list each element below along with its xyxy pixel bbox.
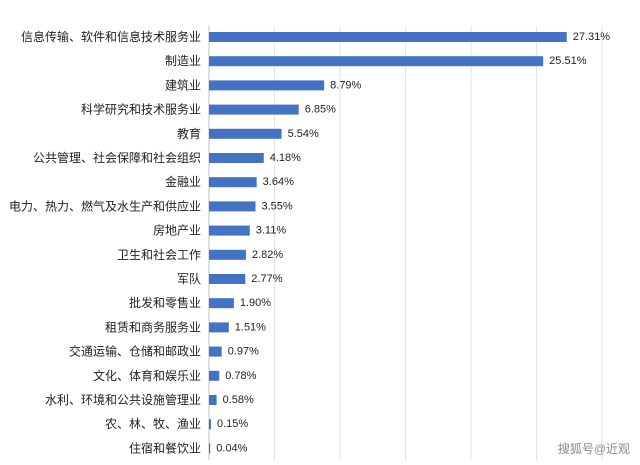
bar	[209, 419, 211, 430]
bar	[209, 274, 246, 284]
value-label: 4.18%	[270, 152, 301, 164]
bar	[209, 201, 256, 212]
value-label: 0.97%	[228, 346, 259, 358]
bar	[209, 370, 220, 381]
category-label: 房地产业	[153, 223, 201, 238]
value-label: 6.85%	[305, 104, 336, 116]
value-label: 3.64%	[263, 176, 294, 188]
bar	[209, 298, 234, 309]
value-label: 8.79%	[330, 79, 361, 91]
category-label: 住宿和餐饮业	[129, 440, 201, 455]
bar	[209, 104, 299, 115]
value-labels: 27.31% 25.51% 8.79% 6.85% 5.54% 4.18% 3.64% 3.5…	[216, 31, 610, 454]
bar	[209, 128, 282, 139]
category-label: 信息传输、软件和信息技术服务业	[21, 29, 201, 44]
category-label: 教育	[177, 126, 201, 141]
category-label: 批发和零售业	[129, 295, 201, 310]
bar	[209, 153, 264, 163]
category-label: 建筑业	[165, 77, 201, 92]
category-label: 租赁和商务服务业	[105, 319, 201, 334]
category-label: 军队	[177, 271, 201, 286]
category-label: 电力、热力、燃气及水生产和供应业	[9, 198, 201, 213]
value-label: 5.54%	[288, 128, 319, 140]
category-label: 科学研究和技术服务业	[81, 102, 201, 117]
category-labels: 信息传输、软件和信息技术服务业制造业建筑业科学研究和技术服务业教育公共管理、社会…	[9, 29, 201, 455]
category-label: 文化、体育和娱乐业	[93, 368, 201, 383]
bar	[209, 56, 544, 67]
category-label: 卫生和社会工作	[117, 247, 201, 262]
value-label: 0.15%	[217, 418, 248, 430]
bars	[209, 32, 567, 454]
value-label: 25.51%	[549, 55, 587, 67]
value-label: 0.04%	[216, 442, 247, 454]
category-label: 水利、环境和公共设施管理业	[45, 392, 201, 407]
bar	[209, 346, 222, 357]
bar	[209, 32, 567, 42]
value-label: 3.55%	[262, 200, 293, 212]
bar	[209, 322, 229, 333]
watermark: 搜狐号@近观	[557, 442, 630, 456]
category-label: 公共管理、社会保障和社会组织	[33, 150, 201, 165]
category-label: 金融业	[165, 174, 201, 189]
bar	[209, 177, 257, 188]
category-label: 农、林、牧、渔业	[105, 417, 201, 431]
bar	[209, 443, 211, 454]
value-label: 3.11%	[256, 225, 287, 237]
bar	[209, 80, 325, 91]
value-label: 27.31%	[573, 31, 611, 43]
category-label: 制造业	[165, 54, 201, 68]
bar	[209, 225, 250, 236]
value-label: 2.82%	[252, 249, 283, 261]
value-label: 0.58%	[223, 394, 254, 406]
value-label: 2.77%	[251, 273, 282, 285]
bar	[209, 249, 246, 260]
category-label: 交通运输、仓储和邮政业	[69, 344, 201, 359]
value-label: 1.51%	[235, 321, 266, 333]
value-label: 1.90%	[240, 297, 271, 309]
value-label: 0.78%	[225, 370, 256, 382]
bar	[209, 395, 217, 405]
gridlines	[208, 26, 603, 460]
